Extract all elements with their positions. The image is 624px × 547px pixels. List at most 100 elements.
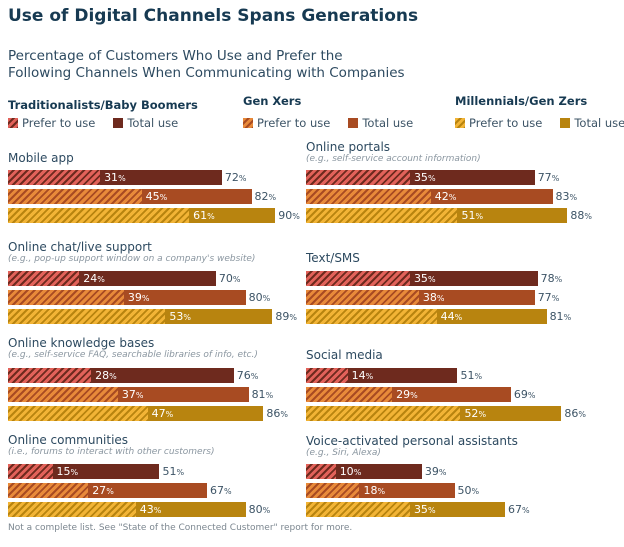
value-label-total: 81% [549, 310, 572, 323]
value-label-prefer: 52% [464, 407, 487, 420]
value-label-total: 77% [537, 171, 560, 184]
value-label-prefer: 14% [351, 369, 374, 382]
category-label: Online communities [8, 433, 129, 447]
bar-prefer [306, 309, 437, 324]
bar-prefer [306, 406, 461, 421]
bar-prefer [306, 271, 410, 286]
value-label-prefer: 45% [145, 190, 168, 203]
bar-prefer [306, 189, 431, 204]
bar-prefer [306, 290, 419, 305]
legend-label-prefer: Prefer to use [257, 116, 331, 130]
value-label-total: 83% [555, 190, 578, 203]
value-label-prefer: 10% [339, 465, 362, 478]
value-label-prefer: 44% [440, 310, 463, 323]
legend-label-total: Total use [127, 116, 179, 130]
value-label-prefer: 35% [413, 503, 436, 516]
value-label-total: 50% [457, 484, 480, 497]
legend-swatch-prefer [243, 118, 253, 128]
bar-prefer [8, 271, 80, 286]
value-label-total: 80% [248, 503, 271, 516]
footnote: Not a complete list. See "State of the C… [8, 523, 353, 533]
value-label-prefer: 29% [396, 388, 418, 401]
value-label-total: 39% [424, 465, 447, 478]
category-label: Online portals [306, 140, 391, 154]
value-label-total: 67% [507, 503, 530, 516]
legend-swatch-prefer [455, 118, 465, 128]
chart-title: Use of Digital Channels Spans Generation… [8, 6, 419, 26]
value-label-total: 51% [460, 369, 483, 382]
bar-prefer [306, 170, 410, 185]
legend-swatch-total [348, 118, 359, 128]
bar-prefer [306, 502, 410, 517]
bar-prefer [8, 290, 124, 305]
bar-prefer [306, 208, 458, 223]
legend-swatch-total [113, 118, 124, 128]
legend-swatch-prefer [8, 118, 18, 128]
bar-prefer [8, 502, 136, 517]
bar-prefer [8, 368, 92, 383]
legend-entries: Prefer to use Total use [455, 116, 624, 130]
value-label-total: 88% [570, 209, 592, 222]
legend-label-total: Total use [574, 116, 624, 130]
value-label-prefer: 35% [413, 171, 436, 184]
value-label-prefer: 15% [56, 465, 79, 478]
bar-prefer [8, 309, 166, 324]
legend-entries: Prefer to use Total use [243, 116, 413, 130]
legend-generation-title: Traditionalists/Baby Boomers [8, 98, 198, 112]
category-label: Voice-activated personal assistants [306, 434, 518, 448]
value-label-prefer: 37% [121, 388, 144, 401]
bar-prefer [306, 368, 348, 383]
category-note: (e.g., pop-up support window on a compan… [8, 254, 256, 264]
value-label-prefer: 38% [422, 291, 445, 304]
value-label-prefer: 51% [461, 209, 484, 222]
category-note: (e.g., Siri, Alexa) [306, 448, 381, 458]
value-label-prefer: 24% [83, 272, 105, 285]
value-label-total: 67% [209, 484, 232, 497]
value-label-total: 90% [278, 209, 300, 222]
legend-entries: Prefer to use Total use [8, 116, 178, 130]
value-label-total: 81% [251, 388, 274, 401]
legend-label-total: Total use [362, 116, 414, 130]
value-label-total: 86% [564, 407, 587, 420]
category-label: Social media [306, 348, 383, 362]
value-label-prefer: 39% [127, 291, 150, 304]
category-label: Text/SMS [306, 251, 360, 265]
bar-prefer [8, 483, 89, 498]
value-label-total: 86% [266, 407, 289, 420]
bar-prefer [8, 208, 190, 223]
value-label-total: 76% [236, 369, 259, 382]
legend-swatch-total [560, 118, 571, 128]
bar-prefer [8, 170, 101, 185]
value-label-prefer: 35% [413, 272, 436, 285]
category-note: (i.e., forums to interact with other cus… [8, 447, 215, 457]
value-label-total: 70% [218, 272, 241, 285]
value-label-total: 72% [224, 171, 247, 184]
value-label-prefer: 27% [92, 484, 114, 497]
value-label-prefer: 47% [151, 407, 174, 420]
chart-subtitle: Percentage of Customers Who Use and Pref… [8, 48, 405, 81]
legend-label-prefer: Prefer to use [469, 116, 543, 130]
category-note: (e.g., self-service account information) [306, 154, 481, 164]
category-label: Online knowledge bases [8, 336, 155, 350]
value-label-prefer: 43% [139, 503, 162, 516]
value-label-total: 80% [248, 291, 271, 304]
legend-generation-title: Gen Xers [243, 94, 302, 108]
bar-prefer [306, 464, 336, 479]
value-label-total: 82% [254, 190, 277, 203]
bar-prefer [8, 464, 53, 479]
value-label-prefer: 31% [104, 171, 126, 184]
legend-generation-title: Millennials/Gen Zers [455, 94, 588, 108]
value-label-total: 51% [162, 465, 185, 478]
bar-prefer [8, 189, 142, 204]
bar-prefer [8, 387, 118, 402]
category-label: Online chat/live support [8, 240, 152, 254]
value-label-prefer: 42% [434, 190, 457, 203]
value-label-total: 69% [513, 388, 536, 401]
value-label-prefer: 28% [95, 369, 117, 382]
value-label-total: 89% [275, 310, 297, 323]
value-label-total: 77% [537, 291, 560, 304]
category-note: (e.g., self-service FAQ, searchable libr… [8, 350, 258, 360]
value-label-prefer: 61% [193, 209, 215, 222]
bar-prefer [306, 483, 360, 498]
